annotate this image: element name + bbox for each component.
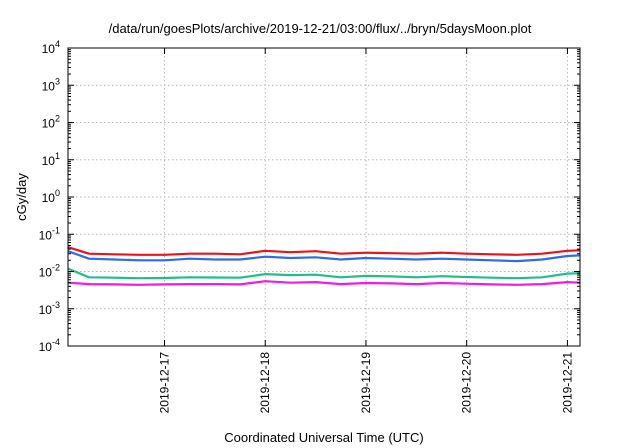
- ticks: 10-4 10-3 10-2 10-1 100 101 102 103 104 2019-12-1…: [39, 39, 580, 413]
- x-axis-label: Coordinated Universal Time (UTC): [224, 430, 423, 445]
- y-tick-label: 100: [42, 188, 60, 205]
- series-line-2: [67, 250, 581, 263]
- series-group: [67, 246, 581, 286]
- chart-title: /data/run/goesPlots/archive/2019-12-21/0…: [108, 21, 532, 36]
- y-tick-label: 10-4: [39, 337, 60, 354]
- x-tick-label: 2019-12-18: [258, 352, 272, 414]
- y-tick-label: 102: [42, 114, 60, 131]
- y-tick-label: 104: [42, 39, 60, 56]
- y-tick-label: 103: [42, 76, 60, 93]
- series-line-1: [67, 246, 581, 256]
- x-tick-label: 2019-12-21: [560, 352, 574, 414]
- y-tick-label: 10-3: [39, 300, 60, 317]
- y-tick-label: 101: [42, 151, 60, 168]
- y-tick-label: 10-1: [39, 225, 60, 242]
- x-tick-label: 2019-12-20: [460, 352, 474, 414]
- y-axis-label: cGy/day: [14, 173, 29, 221]
- x-tick-label: 2019-12-19: [359, 352, 373, 414]
- grid: [68, 48, 580, 346]
- series-line-3: [67, 267, 581, 280]
- series-line-4: [67, 280, 581, 286]
- x-tick-label: 2019-12-17: [158, 352, 172, 414]
- y-tick-label: 10-2: [39, 263, 60, 280]
